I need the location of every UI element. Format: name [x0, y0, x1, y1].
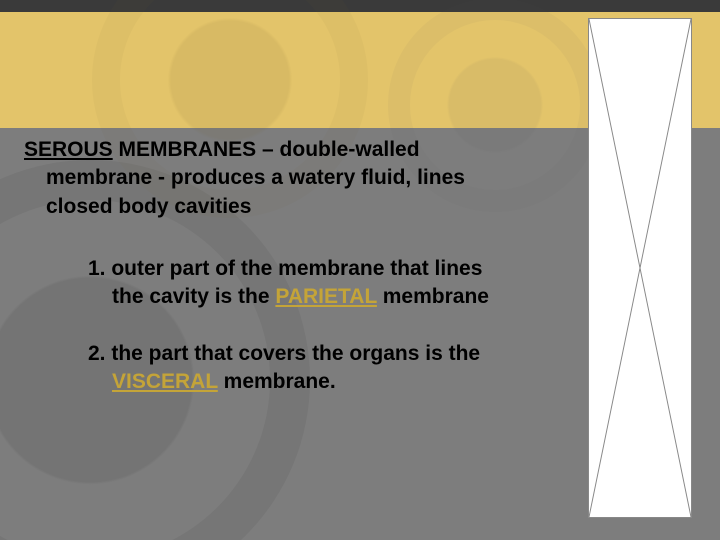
heading-term: SEROUS	[24, 138, 113, 161]
item1-line2: the cavity is the PARIETAL membrane	[88, 283, 558, 311]
keyword-parietal: PARIETAL	[275, 285, 377, 308]
item1-line1: 1. outer part of the membrane that lines	[88, 257, 482, 280]
heading-line3: closed body cavities	[24, 193, 584, 221]
slide: SEROUS MEMBRANES – double-walled membran…	[0, 0, 720, 540]
heading-rest1: MEMBRANES – double-walled	[113, 138, 420, 161]
image-placeholder	[588, 18, 692, 518]
content-area: SEROUS MEMBRANES – double-walled membran…	[24, 136, 584, 424]
item2-line1: 2. the part that covers the organs is th…	[88, 342, 480, 365]
item1-post: membrane	[377, 285, 489, 308]
keyword-visceral: VISCERAL	[112, 370, 218, 393]
edge-strip	[0, 0, 720, 12]
heading: SEROUS MEMBRANES – double-walled membran…	[24, 136, 584, 221]
item2-post: membrane.	[218, 370, 336, 393]
list-item: 2. the part that covers the organs is th…	[88, 340, 558, 397]
item2-line2: VISCERAL membrane.	[88, 368, 558, 396]
item1-pre: the cavity is the	[112, 285, 275, 308]
list-item: 1. outer part of the membrane that lines…	[88, 255, 558, 312]
heading-line2: membrane - produces a watery fluid, line…	[24, 164, 584, 192]
